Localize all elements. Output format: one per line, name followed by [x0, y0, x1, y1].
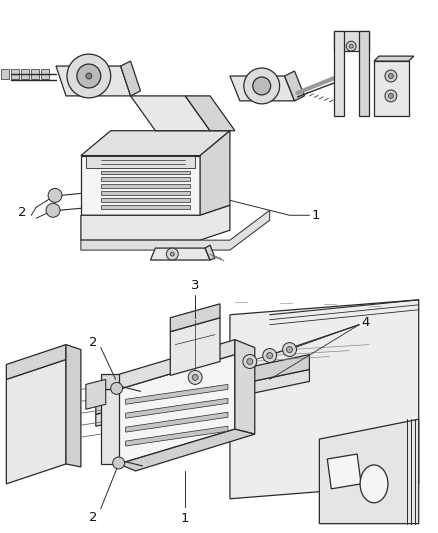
Polygon shape	[230, 300, 419, 499]
Circle shape	[77, 64, 101, 88]
Polygon shape	[374, 61, 409, 116]
Circle shape	[243, 354, 257, 368]
Circle shape	[385, 90, 397, 102]
Circle shape	[389, 93, 393, 99]
Circle shape	[349, 44, 353, 48]
Polygon shape	[1, 69, 9, 79]
Polygon shape	[86, 156, 195, 167]
Circle shape	[267, 352, 273, 359]
Polygon shape	[126, 384, 228, 404]
Polygon shape	[359, 31, 369, 116]
Polygon shape	[101, 171, 190, 174]
Text: 2: 2	[89, 511, 98, 524]
Polygon shape	[101, 191, 190, 196]
Polygon shape	[66, 345, 81, 467]
Text: 1: 1	[181, 512, 190, 524]
Polygon shape	[11, 69, 19, 79]
Circle shape	[244, 68, 279, 104]
Polygon shape	[7, 345, 66, 379]
Polygon shape	[81, 131, 230, 156]
Polygon shape	[131, 96, 210, 131]
Circle shape	[253, 77, 271, 95]
Circle shape	[263, 349, 277, 362]
Text: 2: 2	[18, 206, 26, 219]
Circle shape	[192, 375, 198, 381]
Text: 1: 1	[311, 209, 320, 222]
Polygon shape	[96, 369, 309, 426]
Polygon shape	[119, 354, 235, 464]
Circle shape	[67, 54, 111, 98]
Polygon shape	[185, 96, 235, 131]
Circle shape	[283, 343, 297, 357]
Polygon shape	[7, 360, 66, 484]
Polygon shape	[81, 156, 200, 215]
Polygon shape	[81, 211, 270, 250]
Polygon shape	[119, 340, 235, 389]
Polygon shape	[126, 398, 228, 418]
Polygon shape	[334, 31, 344, 116]
Polygon shape	[319, 419, 419, 523]
Polygon shape	[374, 56, 414, 61]
Polygon shape	[235, 340, 255, 434]
Circle shape	[188, 370, 202, 384]
Polygon shape	[170, 304, 220, 332]
Circle shape	[170, 252, 174, 256]
Polygon shape	[101, 198, 190, 203]
Polygon shape	[170, 318, 220, 375]
Circle shape	[286, 346, 293, 352]
Circle shape	[166, 248, 178, 260]
Polygon shape	[285, 71, 304, 101]
Polygon shape	[101, 205, 190, 209]
Text: 2: 2	[89, 336, 98, 349]
Ellipse shape	[360, 465, 388, 503]
Polygon shape	[230, 76, 294, 101]
Circle shape	[346, 41, 356, 51]
Polygon shape	[150, 248, 210, 260]
Polygon shape	[101, 177, 190, 181]
Polygon shape	[41, 69, 49, 79]
Polygon shape	[86, 379, 106, 409]
Polygon shape	[56, 66, 131, 96]
Polygon shape	[21, 69, 29, 79]
Polygon shape	[31, 69, 39, 79]
Polygon shape	[101, 375, 119, 389]
Polygon shape	[120, 61, 141, 96]
Circle shape	[46, 203, 60, 217]
Circle shape	[389, 74, 393, 78]
Polygon shape	[327, 454, 361, 489]
Polygon shape	[96, 354, 309, 414]
Polygon shape	[81, 205, 230, 240]
Polygon shape	[200, 131, 230, 215]
Circle shape	[113, 457, 124, 469]
Polygon shape	[101, 389, 119, 464]
Polygon shape	[119, 429, 255, 471]
Polygon shape	[101, 184, 190, 188]
Polygon shape	[126, 412, 228, 432]
Polygon shape	[205, 245, 215, 260]
Circle shape	[111, 382, 123, 394]
Polygon shape	[334, 31, 369, 51]
Text: 3: 3	[191, 279, 199, 292]
Circle shape	[385, 70, 397, 82]
Circle shape	[86, 73, 92, 79]
Circle shape	[247, 359, 253, 365]
Polygon shape	[126, 426, 228, 446]
Circle shape	[48, 188, 62, 203]
Text: 4: 4	[361, 316, 370, 329]
